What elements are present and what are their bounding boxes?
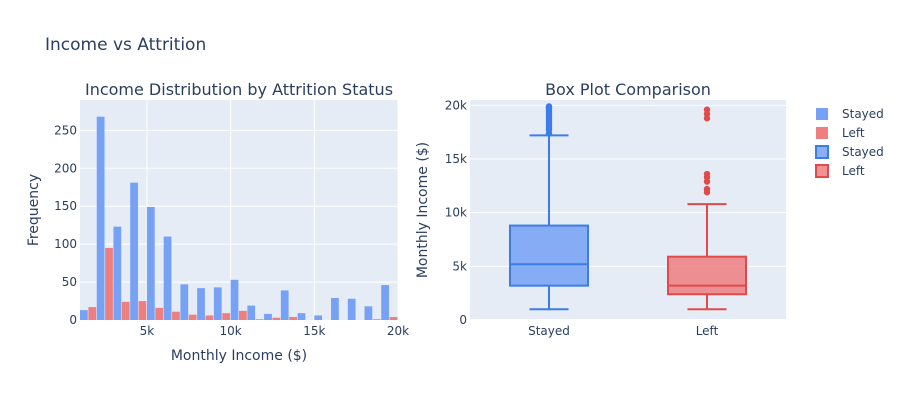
histogram-bar-stayed[interactable] [381, 285, 390, 320]
histogram-title: Income Distribution by Attrition Status [85, 80, 393, 99]
histogram-x-tick-label: 10k [220, 324, 242, 338]
box-x-tick-label: Stayed [528, 324, 570, 338]
histogram-x-axis-title: Monthly Income ($) [171, 348, 307, 364]
histogram-y-tick-label: 50 [62, 275, 77, 289]
box-y-tick-label: 10k [445, 206, 467, 220]
histogram-bars [80, 116, 398, 320]
legend-label: Left [842, 164, 865, 178]
histogram-bar-left[interactable] [172, 311, 180, 320]
legend[interactable]: Stayed Left Stayed Left [815, 107, 884, 178]
histogram-bar-stayed[interactable] [80, 310, 88, 320]
box-left[interactable] [667, 106, 747, 311]
histogram-bar-left[interactable] [188, 314, 197, 320]
histogram-bar-left[interactable] [239, 310, 247, 320]
legend-swatch [816, 127, 828, 139]
histogram-bar-stayed[interactable] [264, 313, 272, 320]
histogram-bar-stayed[interactable] [280, 290, 289, 320]
histogram-bar-stayed[interactable] [364, 306, 373, 320]
histogram-bar-stayed[interactable] [347, 298, 356, 320]
box-y-axis-title: Monthly Income ($) [415, 142, 431, 278]
histogram-bar-left[interactable] [255, 319, 264, 320]
legend-item-left-box[interactable]: Left [815, 164, 865, 178]
histogram-bar-left[interactable] [121, 301, 130, 320]
box-y-tick-label: 15k [445, 152, 467, 166]
legend-swatch [815, 164, 829, 178]
legend-label: Left [842, 126, 865, 140]
histogram-bar-stayed[interactable] [113, 226, 122, 320]
histogram-bar-stayed[interactable] [314, 315, 323, 320]
box-panel: Stayed Left 0 5k 10k 15k 20k Box Plot Compari… [415, 80, 786, 338]
histogram-bar-stayed[interactable] [163, 236, 172, 320]
histogram-y-tick-label: 200 [54, 161, 77, 175]
box-x-tick-label: Left [696, 324, 719, 338]
histogram-bar-left[interactable] [372, 319, 381, 320]
histogram-bar-left[interactable] [272, 317, 281, 320]
box-outlier-point[interactable] [703, 170, 711, 178]
legend-swatch [816, 108, 828, 120]
box-iqr [509, 224, 589, 287]
histogram-bar-stayed[interactable] [331, 298, 339, 320]
box-x-tick-labels: Stayed Left [528, 324, 718, 338]
histogram-y-tick-label: 150 [54, 199, 77, 213]
histogram-y-tick-label: 100 [54, 237, 77, 251]
box-y-tick-label: 20k [445, 98, 467, 112]
box-y-tick-label: 5k [452, 259, 467, 273]
histogram-bar-stayed[interactable] [96, 116, 105, 320]
histogram-bar-stayed[interactable] [130, 182, 138, 320]
histogram-bar-left[interactable] [138, 301, 147, 320]
histogram-bar-left[interactable] [88, 307, 97, 320]
histogram-bar-left[interactable] [105, 247, 113, 320]
box-outlier-point[interactable] [703, 185, 711, 193]
box-y-tick-labels: 0 5k 10k 15k 20k [445, 98, 467, 327]
histogram-bar-left[interactable] [155, 307, 164, 320]
legend-item-stayed-box[interactable]: Stayed [815, 145, 884, 159]
figure-title: Income vs Attrition [45, 35, 206, 55]
histogram-x-tick-label: 20k [387, 324, 409, 338]
box-stayed[interactable] [509, 103, 589, 311]
legend-item-left-histogram[interactable]: Left [816, 126, 865, 140]
histogram-bar-stayed[interactable] [213, 287, 222, 320]
box-marks [509, 103, 747, 311]
histogram-bar-stayed[interactable] [180, 284, 189, 320]
box-outlier-point[interactable] [545, 103, 553, 110]
histogram-bar-left[interactable] [289, 316, 297, 320]
histogram-bar-left[interactable] [205, 315, 214, 320]
histogram-bar-stayed[interactable] [297, 313, 306, 320]
histogram-bar-stayed[interactable] [146, 206, 155, 320]
histogram-y-axis-title: Frequency [26, 174, 42, 246]
legend-label: Stayed [842, 145, 884, 159]
box-outlier-point[interactable] [703, 106, 711, 113]
histogram-bar-left[interactable] [389, 316, 398, 320]
histogram-panel: 5k 10k 15k 20k 0 50 100 150 200 250 Income Distr… [26, 80, 409, 364]
histogram-y-tick-label: 0 [69, 313, 77, 327]
legend-item-stayed-histogram[interactable]: Stayed [816, 107, 884, 121]
histogram-x-tick-labels: 5k 10k 15k 20k [140, 324, 410, 338]
histogram-plot-area [80, 100, 398, 320]
legend-swatch [815, 145, 829, 159]
box-y-tick-label: 0 [459, 313, 467, 327]
histogram-x-tick-label: 15k [303, 324, 325, 338]
histogram-y-tick-labels: 0 50 100 150 200 250 [54, 123, 77, 327]
box-iqr [667, 255, 747, 296]
histogram-y-tick-label: 250 [54, 123, 77, 137]
histogram-bar-left[interactable] [222, 313, 231, 320]
legend-label: Stayed [842, 107, 884, 121]
histogram-bar-stayed[interactable] [247, 305, 256, 320]
box-title: Box Plot Comparison [545, 80, 711, 99]
histogram-bar-stayed[interactable] [197, 288, 205, 320]
histogram-bar-stayed[interactable] [230, 279, 239, 320]
histogram-x-tick-label: 5k [140, 324, 155, 338]
